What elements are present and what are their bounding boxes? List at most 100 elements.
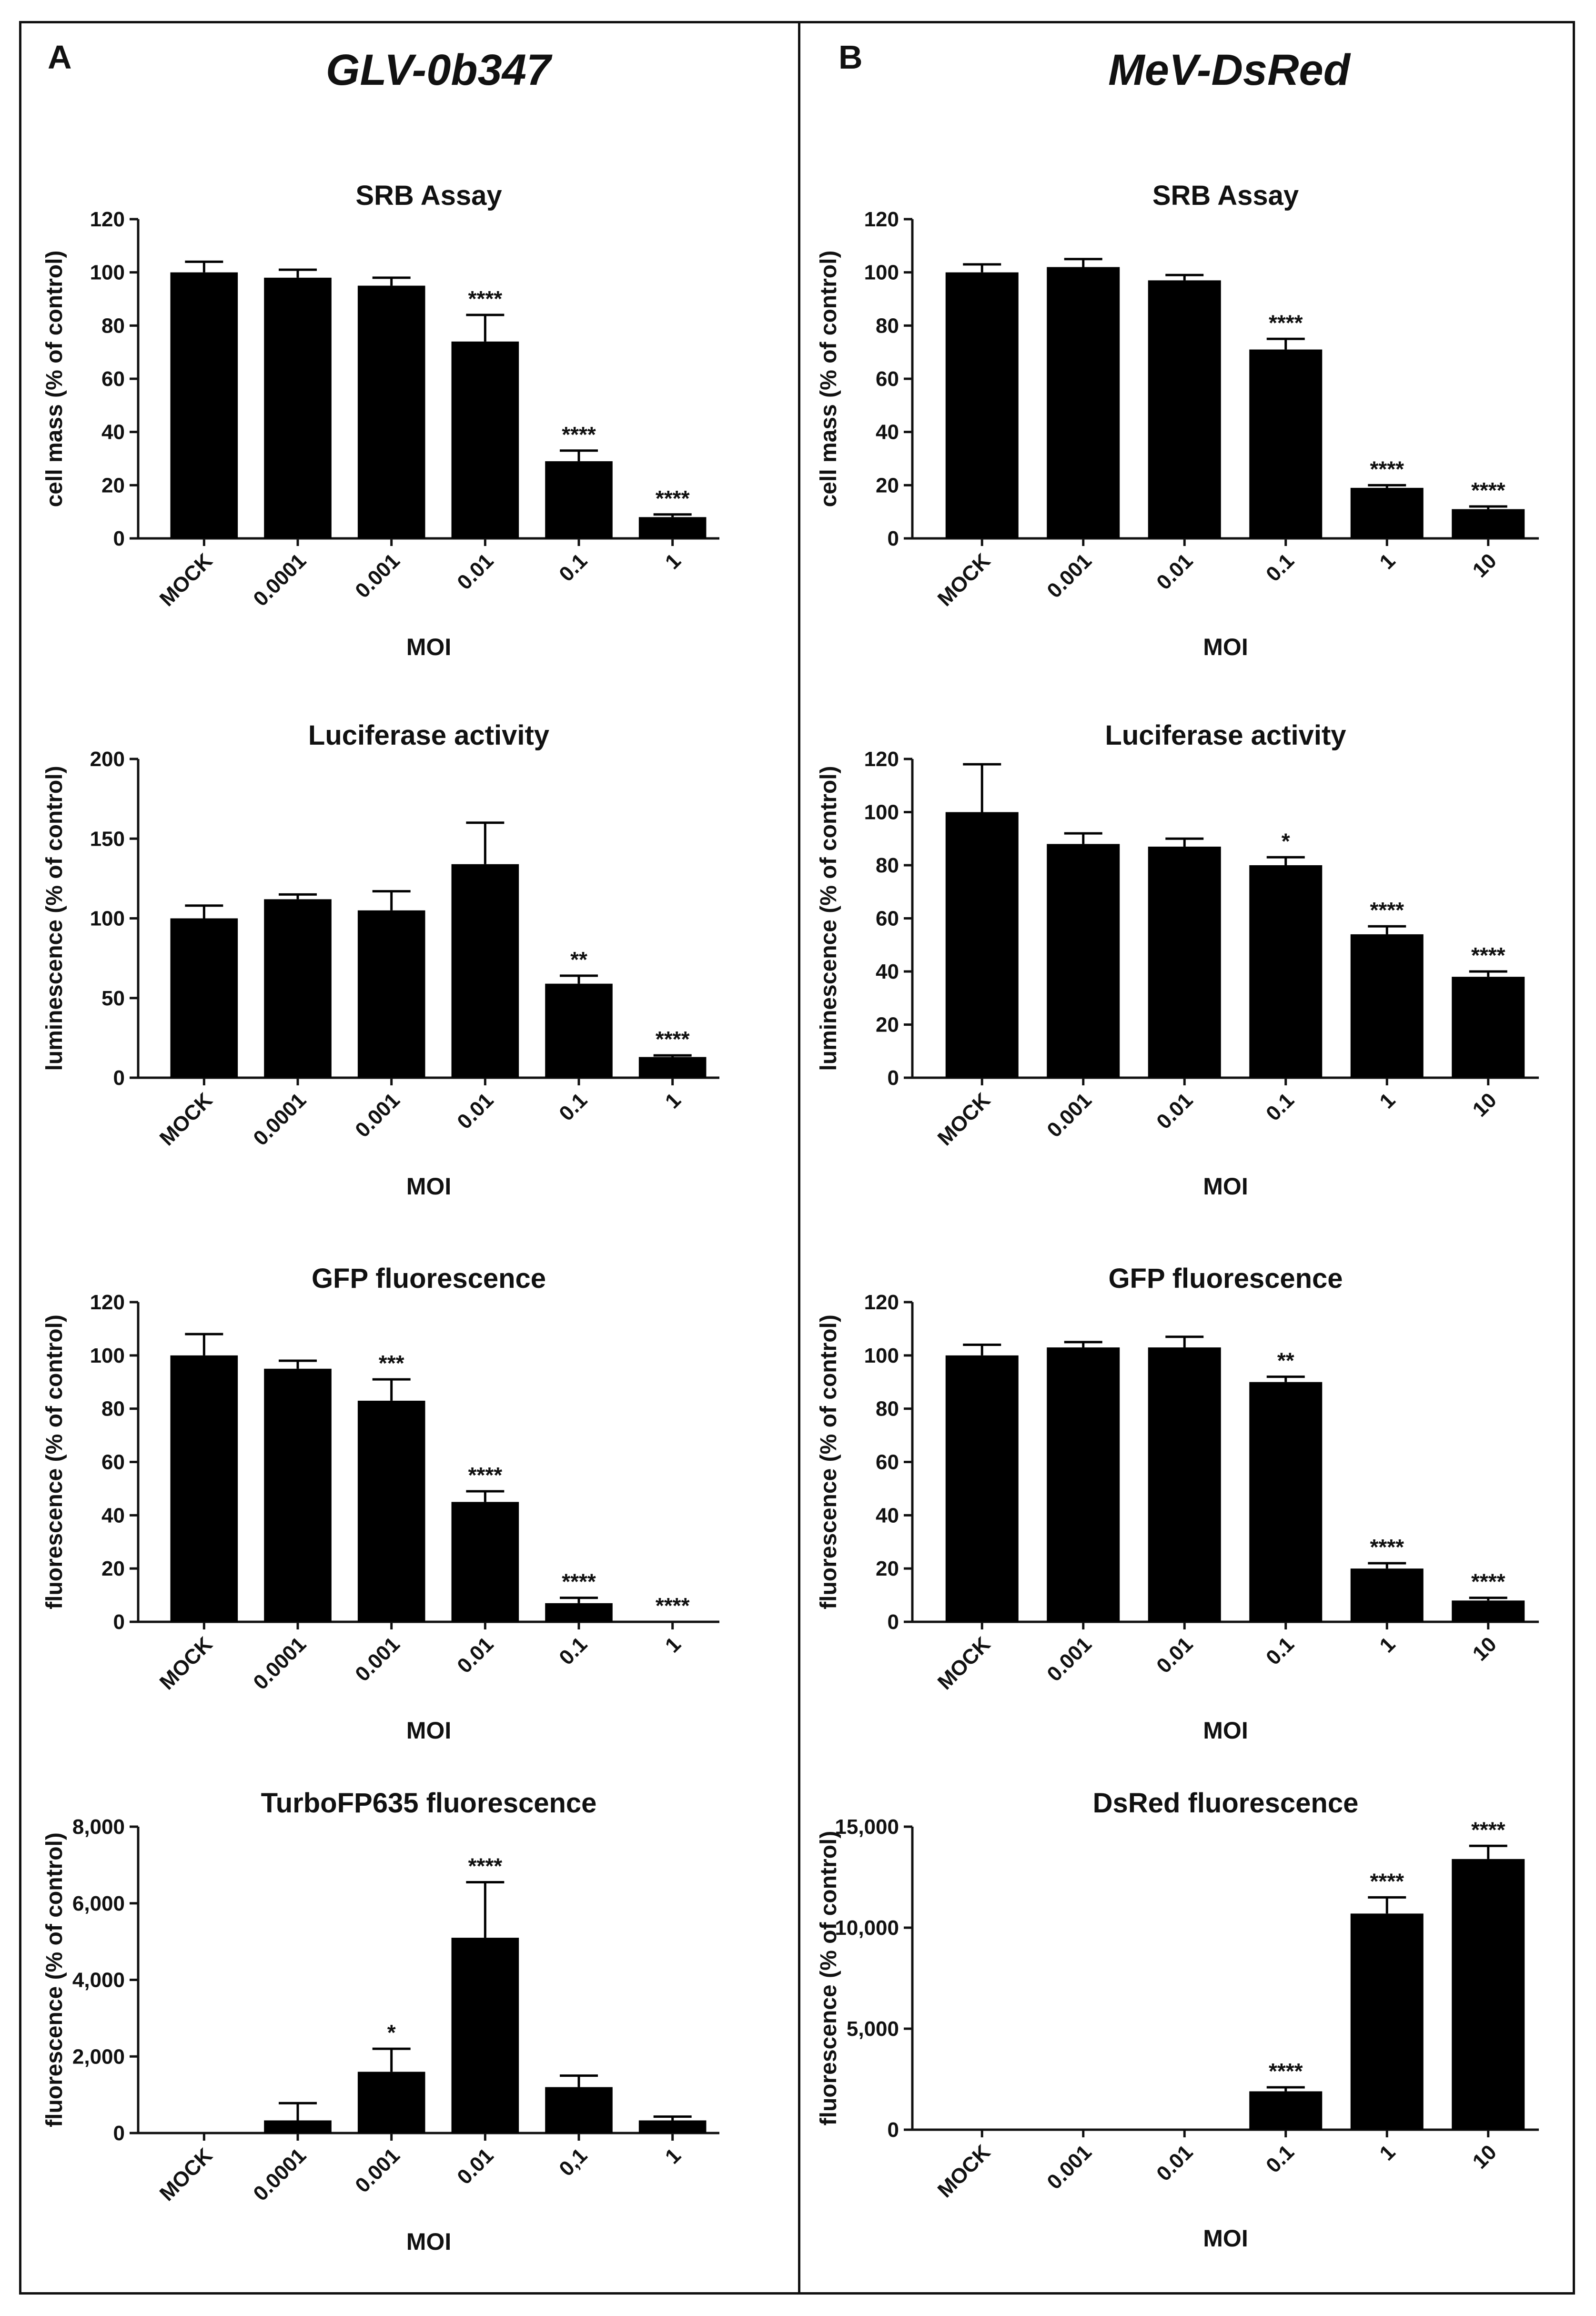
chart-b-5-xtick-label: MOCK [933, 1088, 995, 1150]
chart-b-5-bar [1452, 977, 1525, 1078]
chart-b-5-xtick-label: 0.001 [1042, 1088, 1096, 1142]
chart-a-2-significance: **** [656, 1593, 690, 1618]
chart-a-0-ytick-label: 60 [101, 367, 125, 391]
chart-b-4-ytick-label: 80 [876, 314, 899, 337]
chart-b-5-significance: * [1282, 829, 1290, 853]
chart-a-1-xtick-label: MOCK [155, 1088, 217, 1150]
chart-a-0-title: SRB Assay [355, 180, 502, 211]
chart-b-6-significance: **** [1370, 1535, 1404, 1559]
chart-a-2-xtick-label: 0.001 [351, 1632, 404, 1686]
panel-letter-b: B [838, 39, 863, 76]
chart-a-3-bar [545, 2087, 613, 2133]
chart-b-7-ytick-label: 10,000 [835, 1916, 899, 1940]
chart-a-1-xtick-label: 0.001 [351, 1088, 404, 1142]
chart-a-0-xtick-label: 0.01 [453, 549, 498, 594]
chart-a-1-significance: ** [570, 947, 587, 972]
chart-b-4-bar [1350, 487, 1424, 538]
chart-a-3-significance: **** [468, 1854, 503, 1879]
chart-a-1-bar [545, 983, 613, 1078]
chart-b-7-xlabel: MOI [1203, 2225, 1248, 2252]
chart-b-5-ytick-label: 0 [888, 1066, 899, 1090]
chart-b-4-bar [1452, 509, 1525, 538]
chart-b-5-bar [1047, 844, 1120, 1078]
chart-a-0-xtick-label: MOCK [155, 549, 217, 611]
chart-a-1-bar [357, 910, 425, 1078]
chart-b-6-bar [1047, 1347, 1120, 1622]
chart-a-2-ytick-label: 80 [101, 1397, 125, 1421]
chart-b-6-ylabel: fluorescence (% of control) [816, 1315, 841, 1609]
chart-a-0-xlabel: MOI [406, 634, 451, 660]
chart-b-5-ytick-label: 80 [876, 854, 899, 877]
chart-a-2-ytick-label: 40 [101, 1504, 125, 1527]
chart-b-6-ytick-label: 60 [876, 1451, 899, 1474]
chart-a-1-ytick-label: 0 [113, 1066, 125, 1090]
chart-b-6-ytick-label: 20 [876, 1557, 899, 1580]
chart-b-7-ylabel: fluorescence (% of control) [816, 1831, 841, 2126]
chart-a-0-ytick-label: 80 [101, 314, 125, 337]
chart-a-2-ytick-label: 120 [90, 1291, 125, 1314]
chart-a-2-bar [451, 1502, 519, 1622]
chart-b-5-title: Luciferase activity [1105, 720, 1346, 751]
chart-b-7-significance: **** [1370, 1869, 1404, 1893]
chart-a-1-ytick-label: 150 [90, 827, 125, 850]
chart-a-3-ytick-label: 8,000 [72, 1815, 125, 1839]
chart-b-5-xtick-label: 1 [1375, 1088, 1400, 1113]
chart-b-7-significance: **** [1269, 2059, 1303, 2083]
chart-a-3-xlabel: MOI [406, 2228, 451, 2255]
chart-b-5-ytick-label: 120 [864, 748, 899, 771]
chart-a-0-significance: **** [468, 286, 503, 311]
chart-a-3-title: TurboFP635 fluorescence [261, 1788, 597, 1819]
chart-b-5-xtick-label: 10 [1468, 1088, 1501, 1121]
chart-a-0-bar [545, 461, 613, 538]
chart-a-2-significance: **** [562, 1569, 596, 1594]
chart-b-7-title: DsRed fluorescence [1093, 1788, 1359, 1819]
chart-a-3-bar [357, 2072, 425, 2133]
chart-b-6-bar [1350, 1568, 1424, 1622]
chart-b-5-bar [1249, 865, 1323, 1078]
chart-a-0-xtick-label: 0.0001 [249, 549, 311, 611]
chart-b-7-bar [1350, 1913, 1424, 2130]
chart-b-5-ytick-label: 40 [876, 960, 899, 983]
panel-title-a: GLV-0b347 [325, 46, 551, 94]
chart-b-4-ytick-label: 100 [864, 261, 899, 284]
chart-b-7-bar [1452, 1859, 1525, 2130]
chart-a-1-xtick-label: 0.0001 [249, 1088, 311, 1150]
chart-a-3-ytick-label: 6,000 [72, 1892, 125, 1915]
chart-a-0-bar [170, 272, 238, 538]
chart-b-6-bar [1249, 1382, 1323, 1622]
chart-b-6-bar [1452, 1600, 1525, 1622]
chart-b-6-xtick-label: 0.01 [1152, 1632, 1197, 1678]
chart-a-0-xtick-label: 0.001 [351, 549, 404, 603]
chart-b-7-ytick-label: 5,000 [847, 2017, 899, 2041]
chart-a-1-bar [451, 864, 519, 1078]
chart-a-2-xtick-label: 0.0001 [249, 1632, 311, 1694]
chart-a-3-xtick-label: 0,1 [555, 2144, 592, 2181]
chart-a-3-xtick-label: 1 [661, 2144, 686, 2168]
chart-b-4-ytick-label: 120 [864, 208, 899, 231]
chart-a-0-significance: **** [562, 422, 596, 447]
chart-b-4-xtick-label: 0.01 [1152, 549, 1197, 594]
chart-b-4-xtick-label: 0.001 [1042, 549, 1096, 603]
chart-a-3-bar [451, 1938, 519, 2133]
chart-b-6-ytick-label: 40 [876, 1504, 899, 1527]
chart-a-2-significance: **** [468, 1463, 503, 1487]
chart-a-1-significance: **** [656, 1027, 690, 1052]
chart-b-4-ytick-label: 0 [888, 527, 899, 550]
chart-a-2-xtick-label: 0.01 [453, 1632, 498, 1678]
chart-a-3-bar [264, 2120, 332, 2133]
chart-b-4-title: SRB Assay [1152, 180, 1299, 211]
chart-a-1-ytick-label: 200 [90, 748, 125, 771]
chart-a-2-ylabel: fluorescence (% of control) [42, 1315, 67, 1609]
chart-b-6-xtick-label: 1 [1375, 1632, 1400, 1657]
chart-a-2-xtick-label: 1 [661, 1632, 686, 1657]
panel-letter-a: A [48, 39, 72, 76]
chart-b-6-ytick-label: 80 [876, 1397, 899, 1421]
chart-b-4-xtick-label: 10 [1468, 549, 1501, 582]
chart-b-6-ytick-label: 100 [864, 1344, 899, 1367]
chart-a-2-ytick-label: 60 [101, 1451, 125, 1474]
panel-title-b: MeV-DsRed [1108, 46, 1350, 94]
chart-a-3-ytick-label: 4,000 [72, 1969, 125, 1992]
chart-b-4-ylabel: cell mass (% of control) [816, 251, 841, 507]
chart-b-7-xtick-label: 10 [1468, 2140, 1501, 2173]
